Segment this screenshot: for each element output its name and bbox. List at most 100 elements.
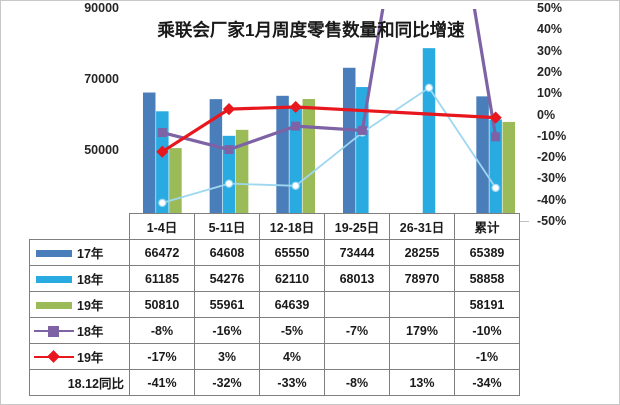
- square-marker-icon: [48, 325, 59, 337]
- table-row: 19年 50810 55961 64639 58191: [29, 291, 520, 318]
- y-left-tick: 50000: [84, 143, 119, 157]
- chart-figure: 乘联会厂家1月周度零售数量和同比增速 90000700005000030000 …: [1, 1, 619, 229]
- table-cell: 64608: [194, 239, 260, 266]
- bar-18年-26-31日: [422, 48, 436, 222]
- y-right-tick: 20%: [537, 64, 563, 79]
- table-cell: 58191: [454, 291, 520, 318]
- marker-square: [357, 125, 367, 135]
- y-right-tick: 50%: [537, 1, 563, 15]
- bar-18年-12-18日: [289, 108, 302, 222]
- table-header-26-31日: 26-31日: [389, 213, 455, 240]
- table-cell: 65389: [454, 239, 520, 266]
- table-cell: -41%: [129, 369, 195, 396]
- table-header-row: 1-4日 5-11日 12-18日 19-25日 26-31日 累计: [29, 213, 520, 240]
- table-cell: 62110: [259, 265, 325, 292]
- table-cell: 61185: [129, 265, 195, 292]
- legend-swatch: [34, 246, 74, 260]
- legend-cell-4: 19年: [29, 343, 130, 370]
- bar-17年-5-11日: [209, 99, 223, 222]
- table-cell: -33%: [259, 369, 325, 396]
- marker-square: [491, 132, 501, 142]
- y-right-tick: 0%: [537, 107, 556, 122]
- table-header-12-18日: 12-18日: [259, 213, 325, 240]
- table-cell: -17%: [129, 343, 195, 370]
- line-segment: [160, 107, 231, 154]
- y-right-tick: -30%: [537, 171, 567, 186]
- line-segment: [294, 105, 498, 120]
- marker-circle: [291, 181, 300, 190]
- y-right-tick: -20%: [537, 150, 567, 165]
- table-cell: 78970: [389, 265, 455, 292]
- bar-18年-累计: [489, 119, 502, 222]
- table-row: 18年 61185 54276 62110 68013 78970 58858: [29, 265, 520, 292]
- bar-swatch-icon: [36, 301, 72, 309]
- table-row: 18.12同比 -41% -32% -33% -8% 13% -34%: [29, 369, 520, 396]
- table-cell: 3%: [194, 343, 260, 370]
- bar-swatch-icon: [36, 249, 72, 257]
- line-segment: [361, 86, 430, 134]
- table-cell: 13%: [389, 369, 455, 396]
- y-right-tick: 40%: [537, 22, 563, 37]
- table-cell: -8%: [324, 369, 390, 396]
- data-table: 1-4日 5-11日 12-18日 19-25日 26-31日 累计 17年 66472 64…: [29, 213, 520, 396]
- bar-18年-1-4日: [156, 111, 169, 222]
- table-header-累计: 累计: [454, 213, 520, 240]
- table-header-1-4日: 1-4日: [129, 213, 195, 240]
- legend-label: 18.12同比: [67, 377, 124, 391]
- table-corner-cell: [29, 213, 130, 240]
- legend-label: 17年: [77, 247, 104, 261]
- table-cell: [324, 343, 390, 370]
- legend-label: 19年: [77, 299, 104, 313]
- table-row: 18年 -8% -16% -5% -7% 179% -10%: [29, 317, 520, 344]
- legend-cell-1: 18年: [29, 265, 130, 292]
- table-cell: -16%: [194, 317, 260, 344]
- marker-square: [224, 145, 234, 155]
- bar-18年-5-11日: [222, 135, 236, 222]
- table-cell: 64639: [259, 291, 325, 318]
- table-cell: 68013: [324, 265, 390, 292]
- bar-17年-12-18日: [276, 95, 289, 222]
- line-segment: [160, 130, 231, 152]
- line-segment: [428, 86, 497, 189]
- legend-cell-5: 18.12同比: [29, 369, 130, 396]
- legend-label: 18年: [77, 325, 104, 339]
- y-axis-right: 50% 40% 30% 20% 10% 0% -10% -20% -30% -40% -50%: [537, 1, 607, 229]
- table-row: 19年 -17% 3% 4% -1%: [29, 343, 520, 370]
- table-cell: 179%: [389, 317, 455, 344]
- table-cell: 28255: [389, 239, 455, 266]
- bar-17年-19-25日: [342, 67, 356, 222]
- legend-swatch: [34, 324, 74, 338]
- legend-swatch: [34, 298, 74, 312]
- line-segment: [227, 124, 298, 152]
- table-cell: [324, 291, 390, 318]
- bar-19年-5-11日: [235, 129, 249, 222]
- table-cell: 73444: [324, 239, 390, 266]
- marker-circle: [491, 183, 500, 193]
- bar-19年-1-4日: [169, 148, 182, 222]
- y-axis-left: 90000700005000030000: [57, 1, 119, 228]
- table-row: 17年 66472 64608 65550 73444 28255 65389: [29, 239, 520, 266]
- table-cell: [389, 291, 455, 318]
- table-cell: 58858: [454, 265, 520, 292]
- table-header-5-11日: 5-11日: [194, 213, 260, 240]
- table-body: 17年 66472 64608 65550 73444 28255 65389 18年 6118…: [29, 239, 520, 396]
- legend-swatch: [34, 272, 74, 286]
- table-cell: 65550: [259, 239, 325, 266]
- marker-square: [291, 121, 301, 131]
- y-right-tick: -50%: [537, 214, 567, 228]
- line-segment: [228, 182, 297, 187]
- bar-17年-累计: [476, 96, 489, 222]
- table-cell: 66472: [129, 239, 195, 266]
- bar-19年-12-18日: [302, 99, 316, 222]
- line-segment: [161, 182, 230, 204]
- table-cell: 54276: [194, 265, 260, 292]
- line-segment: [294, 131, 364, 187]
- table-cell: -32%: [194, 369, 260, 396]
- table-header: 1-4日 5-11日 12-18日 19-25日 26-31日 累计: [29, 213, 520, 240]
- legend-cell-0: 17年: [29, 239, 130, 266]
- table-cell: -34%: [454, 369, 520, 396]
- line-segment: [294, 124, 364, 133]
- y-left-tick: 70000: [84, 72, 119, 86]
- marker-circle: [158, 198, 167, 208]
- legend-swatch: [34, 350, 74, 364]
